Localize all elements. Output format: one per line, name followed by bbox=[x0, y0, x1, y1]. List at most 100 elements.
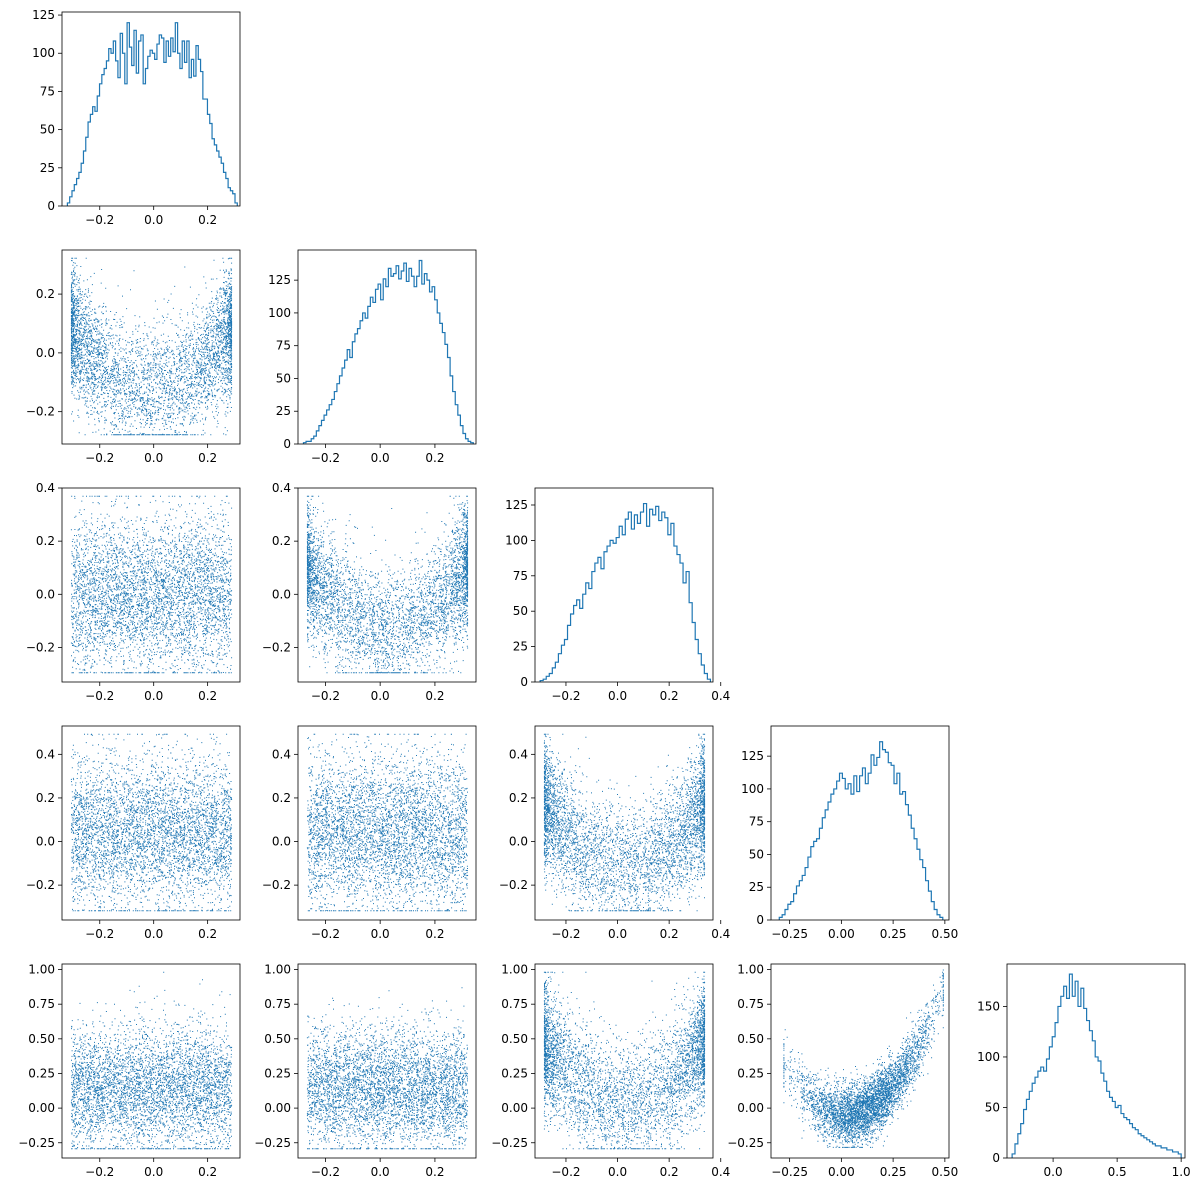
y-tick-label: 0.50 bbox=[501, 1032, 528, 1046]
scatter-panel-1-0: −0.2 0.0 0.2 −0.2 0.0 0.2 bbox=[26, 249, 241, 465]
y-tick-label: 100 bbox=[32, 46, 55, 60]
x-tick-label: 0.2 bbox=[198, 927, 217, 941]
y-tick-label: 0 bbox=[992, 1151, 1000, 1165]
x-tick-label: 0.4 bbox=[711, 927, 730, 941]
y-tick-label: 50 bbox=[749, 847, 764, 861]
y-tick-label: 0.0 bbox=[272, 835, 291, 849]
y-tick-label: 75 bbox=[40, 84, 55, 98]
y-tick-label: 0.00 bbox=[264, 1101, 291, 1115]
histogram-panel-3: −0.25 0.00 0.25 0.50 0 25 50 75 100 125 bbox=[741, 725, 958, 941]
y-tick-label: −0.2 bbox=[499, 878, 528, 892]
scatter-point-cloud bbox=[543, 733, 706, 912]
x-tick-label: −0.2 bbox=[85, 451, 114, 465]
y-tick-label: −0.2 bbox=[26, 878, 55, 892]
histogram-step-line bbox=[66, 22, 238, 206]
scatter-panel-4-3: −0.25 0.00 0.25 0.50 −0.25 0.00 0.25 0.50 0.75 1.… bbox=[727, 963, 958, 1179]
y-tick-label: 0.2 bbox=[509, 791, 528, 805]
scatter-points bbox=[306, 733, 469, 912]
scatter-points bbox=[306, 495, 469, 674]
y-tick-label: −0.2 bbox=[262, 640, 291, 654]
y-tick-label: 1.00 bbox=[264, 963, 291, 977]
y-tick-label: 50 bbox=[276, 371, 291, 385]
y-tick-label: 75 bbox=[513, 569, 528, 583]
y-tick-label: 0.50 bbox=[28, 1032, 55, 1046]
axes-frame bbox=[61, 487, 241, 683]
x-tick-label: 0.2 bbox=[660, 1165, 679, 1179]
x-tick-label: 0.50 bbox=[932, 1165, 959, 1179]
scatter-point-cloud bbox=[306, 495, 469, 674]
x-tick-label: −0.2 bbox=[311, 1165, 340, 1179]
y-tick-label: 150 bbox=[977, 999, 1000, 1013]
y-tick-label: 125 bbox=[505, 498, 528, 512]
axes-frame bbox=[61, 725, 241, 921]
y-tick-label: 0.50 bbox=[737, 1032, 764, 1046]
y-tick-label: −0.25 bbox=[18, 1136, 55, 1150]
y-tick-label: 0 bbox=[756, 913, 764, 927]
scatter-point-cloud bbox=[70, 971, 233, 1150]
axes-frame bbox=[534, 725, 714, 921]
y-tick-label: 0.0 bbox=[272, 587, 291, 601]
scatter-points bbox=[783, 969, 944, 1148]
x-tick-label: 0.0 bbox=[371, 689, 390, 703]
x-tick-label: 0.0 bbox=[144, 451, 163, 465]
x-tick-label: 0.2 bbox=[198, 213, 217, 227]
x-tick-label: 0.2 bbox=[660, 927, 679, 941]
y-tick-label: 0.25 bbox=[501, 1066, 528, 1080]
x-tick-label: 0.2 bbox=[198, 1165, 217, 1179]
axes-frame bbox=[297, 725, 477, 921]
scatter-point-cloud bbox=[70, 257, 233, 436]
x-tick-label: −0.2 bbox=[551, 689, 580, 703]
axes-frame bbox=[297, 487, 477, 683]
x-tick-label: 0.2 bbox=[198, 689, 217, 703]
histogram-panel-1: −0.2 0.0 0.2 0 25 50 75 100 125 bbox=[268, 249, 477, 465]
scatter-panel-4-0: −0.2 0.0 0.2 −0.25 0.00 0.25 0.50 0.75 1.00 bbox=[18, 963, 241, 1179]
y-tick-label: 0.2 bbox=[36, 791, 55, 805]
scatter-points bbox=[70, 971, 233, 1150]
x-tick-label: 0.4 bbox=[711, 689, 730, 703]
axes-frame bbox=[297, 249, 477, 445]
scatter-point-cloud bbox=[70, 495, 233, 674]
y-tick-label: 125 bbox=[741, 749, 764, 763]
axes-frame bbox=[61, 249, 241, 445]
y-tick-label: 100 bbox=[268, 306, 291, 320]
histogram-panel-0: −0.2 0.0 0.2 0 25 50 75 100 125 bbox=[32, 8, 241, 227]
y-tick-label: 25 bbox=[749, 880, 764, 894]
y-tick-label: 0.4 bbox=[36, 481, 55, 495]
x-tick-label: −0.2 bbox=[311, 689, 340, 703]
x-tick-label: 0.0 bbox=[371, 1165, 390, 1179]
y-tick-label: 0 bbox=[283, 437, 291, 451]
x-tick-label: −0.2 bbox=[85, 213, 114, 227]
scatter-panel-3-1: −0.2 0.0 0.2 −0.2 0.0 0.2 0.4 bbox=[262, 725, 477, 941]
scatter-points bbox=[543, 733, 706, 912]
x-tick-label: 0.0 bbox=[608, 927, 627, 941]
histogram-panel-2: −0.2 0.0 0.2 0.4 0 25 50 75 100 125 bbox=[505, 487, 730, 703]
y-tick-label: 0.4 bbox=[36, 747, 55, 761]
histogram-step-line bbox=[1011, 973, 1182, 1158]
y-tick-label: 0.25 bbox=[28, 1066, 55, 1080]
scatter-panel-4-2: −0.2 0.0 0.2 0.4 −0.25 0.00 0.25 0.50 0.75 1.00 bbox=[491, 963, 730, 1179]
y-tick-label: 0.2 bbox=[36, 534, 55, 548]
x-tick-label: −0.2 bbox=[551, 927, 580, 941]
axes-frame bbox=[297, 963, 477, 1159]
scatter-panel-2-0: −0.2 0.0 0.2 −0.2 0.0 0.2 0.4 bbox=[26, 481, 241, 703]
scatter-points bbox=[70, 733, 233, 912]
x-tick-label: −0.25 bbox=[771, 927, 808, 941]
y-tick-label: 75 bbox=[276, 339, 291, 353]
y-tick-label: −0.2 bbox=[262, 878, 291, 892]
x-tick-label: 0.2 bbox=[425, 927, 444, 941]
scatter-point-cloud bbox=[783, 969, 944, 1148]
axes-frame bbox=[534, 963, 714, 1159]
scatter-panel-3-2: −0.2 0.0 0.2 0.4 −0.2 0.0 0.2 0.4 bbox=[499, 725, 730, 941]
y-tick-label: −0.25 bbox=[254, 1136, 291, 1150]
y-tick-label: 0.2 bbox=[36, 287, 55, 301]
scatter-points bbox=[306, 987, 469, 1150]
y-tick-label: 0.2 bbox=[272, 534, 291, 548]
x-tick-label: −0.2 bbox=[311, 927, 340, 941]
x-tick-label: −0.2 bbox=[85, 689, 114, 703]
histogram-step-line bbox=[539, 502, 712, 682]
y-tick-label: 1.00 bbox=[501, 963, 528, 977]
x-tick-label: −0.25 bbox=[771, 1165, 808, 1179]
y-tick-label: 25 bbox=[40, 161, 55, 175]
y-tick-label: 0.0 bbox=[509, 835, 528, 849]
